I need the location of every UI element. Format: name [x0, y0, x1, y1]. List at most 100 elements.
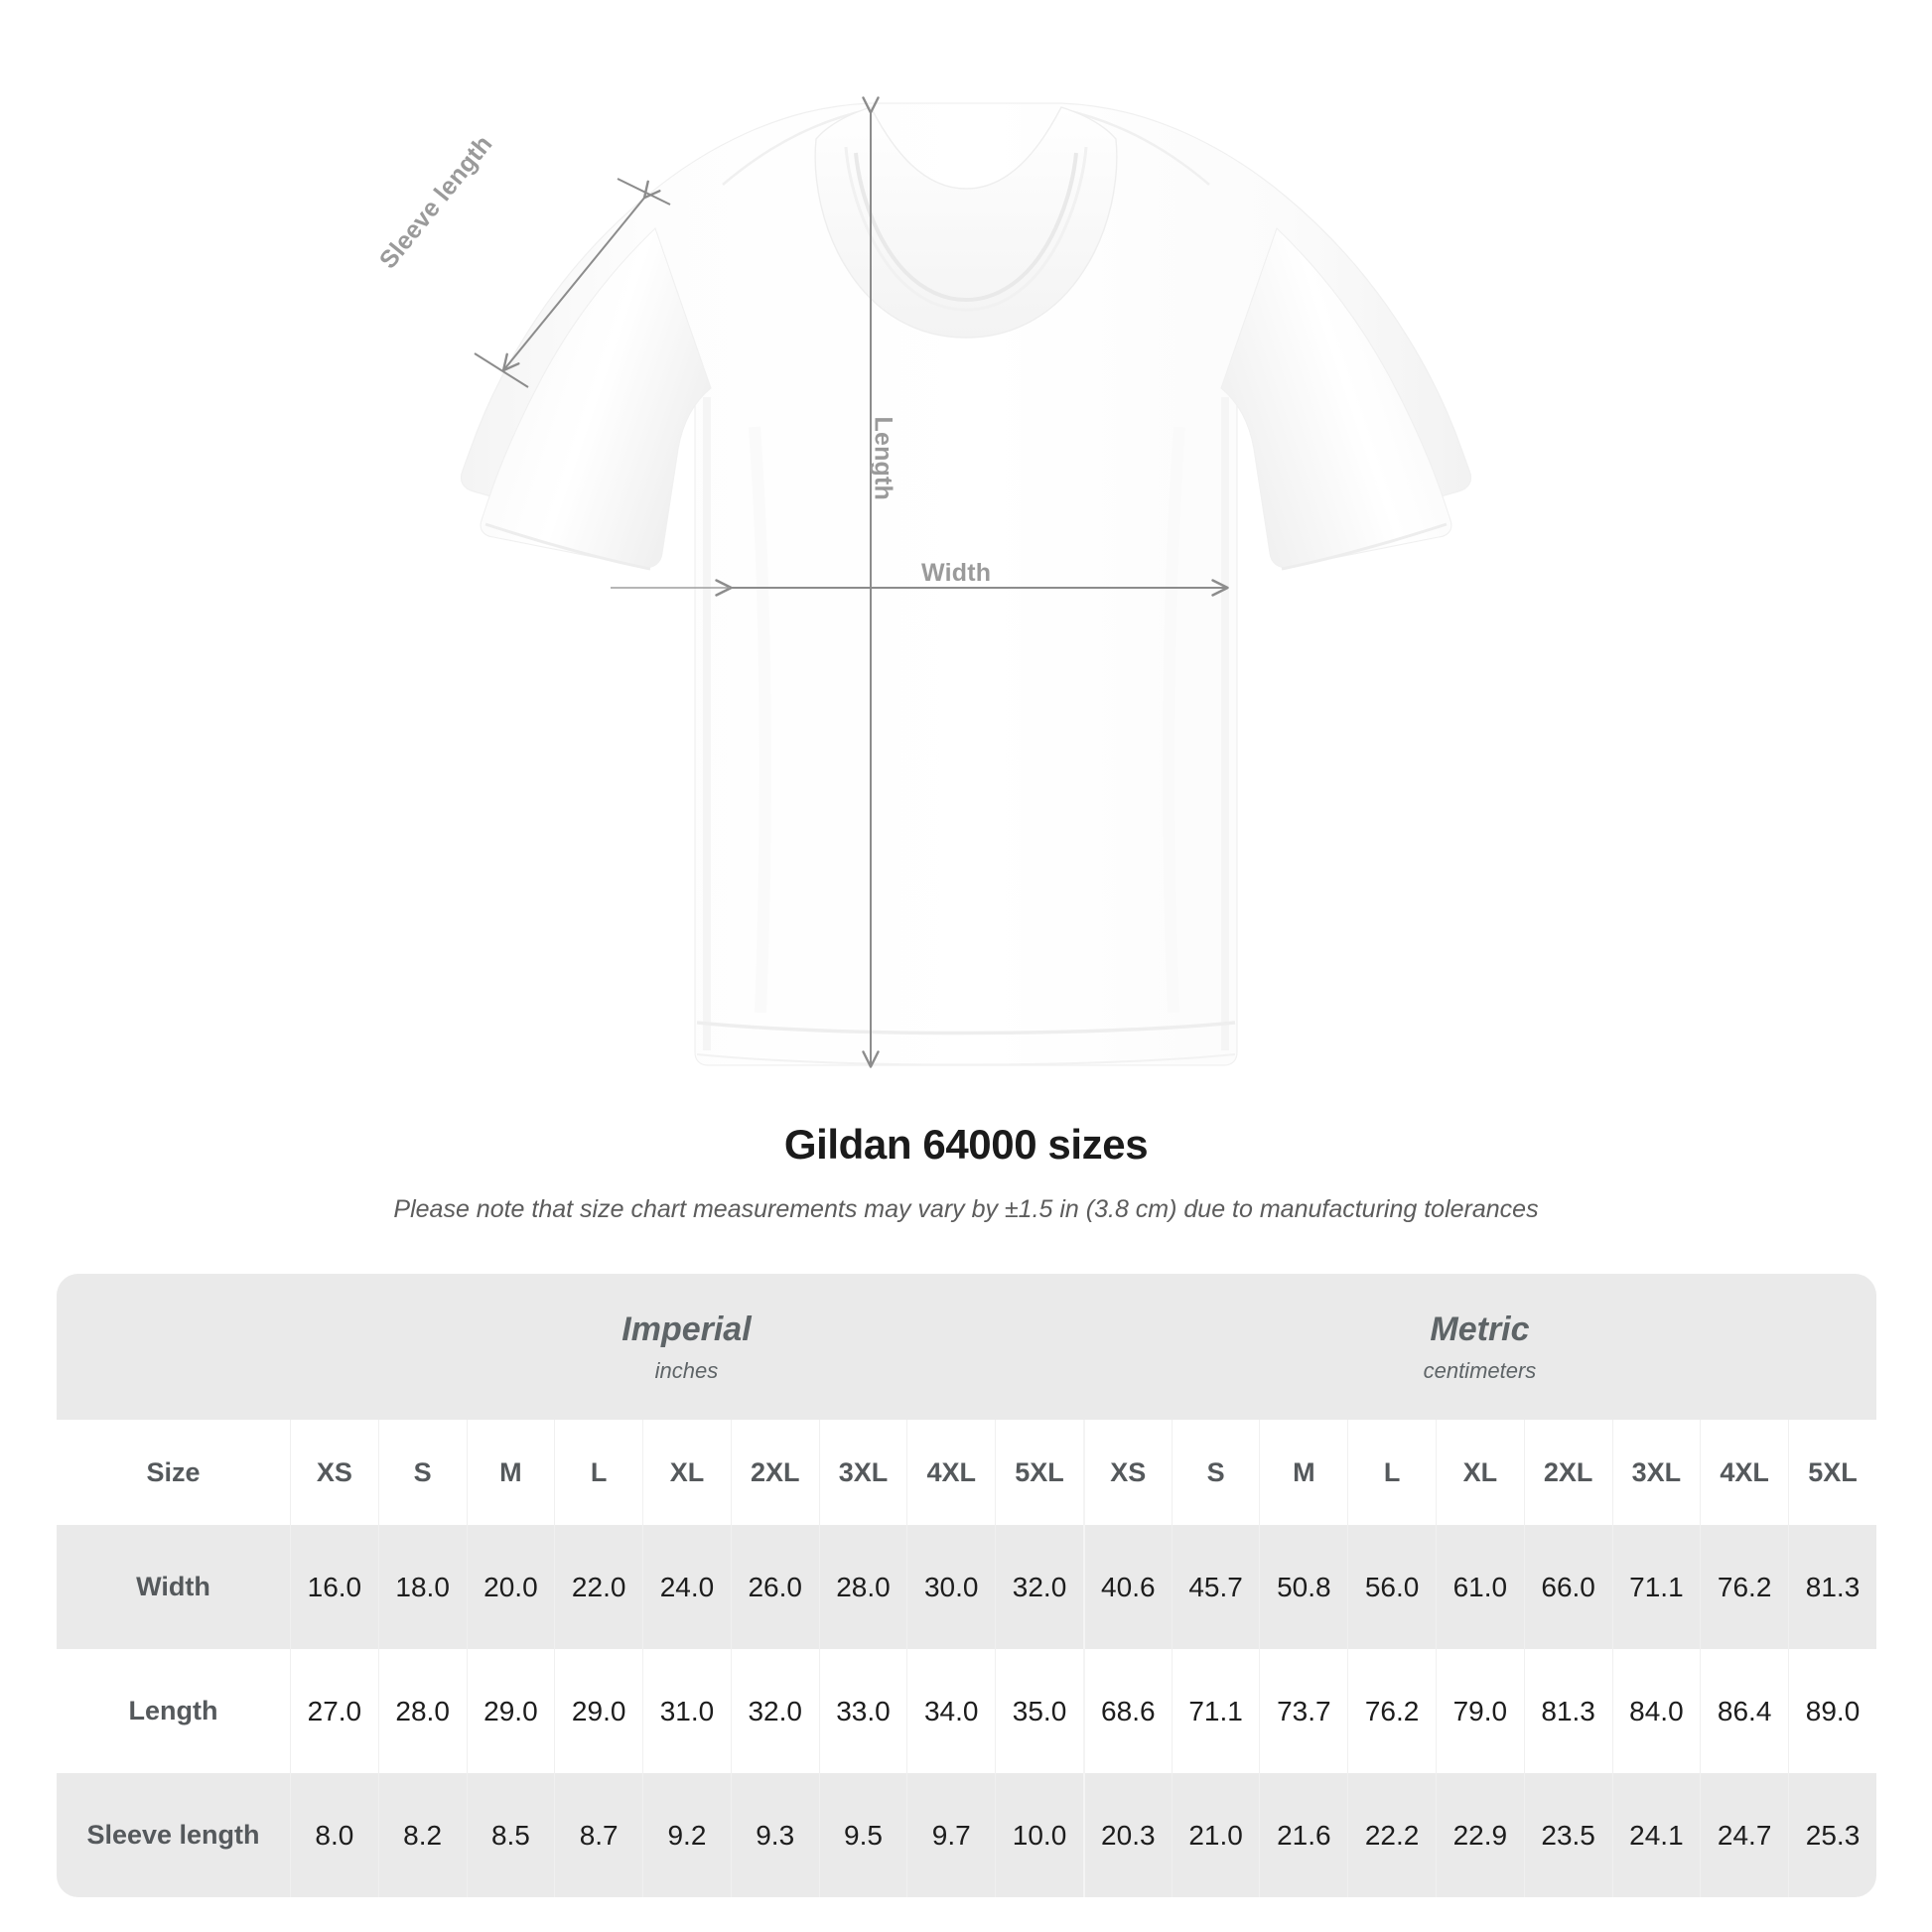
cell-width-0: 16.0: [290, 1525, 378, 1649]
cell-sleeve-4: 9.2: [642, 1773, 731, 1897]
size-col-14: 2XL: [1523, 1420, 1612, 1525]
cell-sleeve-0: 8.0: [290, 1773, 378, 1897]
cell-length-8: 35.0: [995, 1649, 1083, 1773]
cell-width-6: 28.0: [818, 1525, 907, 1649]
row-header-width: Width: [57, 1525, 290, 1649]
unit-header-spacer: [57, 1274, 290, 1420]
cell-width-12: 56.0: [1347, 1525, 1436, 1649]
unit-sub-imperial: inches: [654, 1357, 719, 1383]
cell-length-15: 84.0: [1611, 1649, 1701, 1773]
cell-length-4: 31.0: [642, 1649, 731, 1773]
cell-sleeve-10: 21.0: [1171, 1773, 1260, 1897]
cell-sleeve-2: 8.5: [466, 1773, 555, 1897]
cell-sleeve-11: 21.6: [1259, 1773, 1348, 1897]
width-label: Width: [921, 559, 992, 587]
cell-sleeve-12: 22.2: [1347, 1773, 1436, 1897]
cell-width-13: 61.0: [1435, 1525, 1524, 1649]
unit-header-row: Imperial inches Metric centimeters: [57, 1274, 1876, 1420]
cell-sleeve-8: 10.0: [995, 1773, 1083, 1897]
size-col-12: L: [1347, 1420, 1436, 1525]
cell-width-16: 76.2: [1700, 1525, 1789, 1649]
size-col-4: XL: [642, 1420, 731, 1525]
row-header-length: Length: [57, 1649, 290, 1773]
cell-sleeve-9: 20.3: [1082, 1773, 1172, 1897]
cell-sleeve-13: 22.9: [1435, 1773, 1524, 1897]
cell-length-6: 33.0: [818, 1649, 907, 1773]
cell-width-10: 45.7: [1171, 1525, 1260, 1649]
tshirt-illustration: [460, 96, 1472, 1068]
cell-width-14: 66.0: [1523, 1525, 1612, 1649]
cell-length-14: 81.3: [1523, 1649, 1612, 1773]
unit-name-metric: Metric: [1430, 1311, 1530, 1349]
cell-width-9: 40.6: [1082, 1525, 1172, 1649]
cell-sleeve-17: 25.3: [1788, 1773, 1876, 1897]
sleeve-tick-bottom: [474, 352, 529, 388]
size-col-3: L: [554, 1420, 643, 1525]
cell-length-0: 27.0: [290, 1649, 378, 1773]
size-col-13: XL: [1435, 1420, 1524, 1525]
cell-sleeve-15: 24.1: [1611, 1773, 1701, 1897]
cell-sleeve-7: 9.7: [906, 1773, 996, 1897]
cell-length-16: 86.4: [1700, 1649, 1789, 1773]
cell-width-3: 22.0: [554, 1525, 643, 1649]
cell-length-13: 79.0: [1435, 1649, 1524, 1773]
cell-length-5: 32.0: [730, 1649, 819, 1773]
table-row: Length 27.0 28.0 29.0 29.0 31.0 32.0 33.…: [57, 1649, 1876, 1773]
cell-sleeve-1: 8.2: [377, 1773, 467, 1897]
unit-header-metric: Metric centimeters: [1082, 1274, 1876, 1420]
cell-width-11: 50.8: [1259, 1525, 1348, 1649]
cell-width-5: 26.0: [730, 1525, 819, 1649]
measurement-arrows: [474, 96, 1229, 1068]
cell-sleeve-14: 23.5: [1523, 1773, 1612, 1897]
length-label: Length: [869, 416, 897, 501]
tshirt-diagram: Sleeve length Length Width: [374, 96, 1472, 1068]
size-col-1: S: [377, 1420, 467, 1525]
cell-width-4: 24.0: [642, 1525, 731, 1649]
tolerance-note: Please note that size chart measurements…: [393, 1195, 1539, 1224]
cell-length-9: 68.6: [1082, 1649, 1172, 1773]
size-col-7: 4XL: [906, 1420, 996, 1525]
cell-sleeve-6: 9.5: [818, 1773, 907, 1897]
size-col-8: 5XL: [995, 1420, 1083, 1525]
unit-header-imperial: Imperial inches: [290, 1274, 1083, 1420]
sleeve-length-arrow: [501, 180, 661, 372]
size-col-17: 5XL: [1788, 1420, 1876, 1525]
table-row: Sleeve length 8.0 8.2 8.5 8.7 9.2 9.3 9.…: [57, 1773, 1876, 1897]
cell-sleeve-5: 9.3: [730, 1773, 819, 1897]
cell-width-15: 71.1: [1611, 1525, 1701, 1649]
cell-length-17: 89.0: [1788, 1649, 1876, 1773]
cell-length-2: 29.0: [466, 1649, 555, 1773]
cell-width-2: 20.0: [466, 1525, 555, 1649]
cell-length-1: 28.0: [377, 1649, 467, 1773]
size-col-5: 2XL: [730, 1420, 819, 1525]
cell-length-12: 76.2: [1347, 1649, 1436, 1773]
cell-sleeve-16: 24.7: [1700, 1773, 1789, 1897]
column-header-size: Size: [57, 1420, 290, 1525]
sleeve-tick-top: [617, 178, 671, 206]
size-col-9: XS: [1082, 1420, 1172, 1525]
cell-length-10: 71.1: [1171, 1649, 1260, 1773]
size-col-11: M: [1259, 1420, 1348, 1525]
cell-width-7: 30.0: [906, 1525, 996, 1649]
unit-name-imperial: Imperial: [621, 1311, 752, 1349]
cell-sleeve-3: 8.7: [554, 1773, 643, 1897]
cell-length-3: 29.0: [554, 1649, 643, 1773]
size-col-15: 3XL: [1611, 1420, 1701, 1525]
unit-sub-metric: centimeters: [1423, 1357, 1537, 1383]
cell-width-17: 81.3: [1788, 1525, 1876, 1649]
size-col-6: 3XL: [818, 1420, 907, 1525]
size-table: Imperial inches Metric centimeters Size …: [57, 1274, 1876, 1897]
row-header-sleeve-length: Sleeve length: [57, 1773, 290, 1897]
title-block: Gildan 64000 sizes Please note that size…: [0, 1121, 1932, 1224]
page-title: Gildan 64000 sizes: [783, 1121, 1149, 1168]
cell-length-11: 73.7: [1259, 1649, 1348, 1773]
size-col-16: 4XL: [1700, 1420, 1789, 1525]
size-table-container: Imperial inches Metric centimeters Size …: [57, 1274, 1876, 1897]
cell-width-8: 32.0: [995, 1525, 1083, 1649]
size-col-2: M: [466, 1420, 555, 1525]
size-col-10: S: [1171, 1420, 1260, 1525]
table-row: Width 16.0 18.0 20.0 22.0 24.0 26.0 28.0…: [57, 1525, 1876, 1649]
size-col-0: XS: [290, 1420, 378, 1525]
cell-length-7: 34.0: [906, 1649, 996, 1773]
